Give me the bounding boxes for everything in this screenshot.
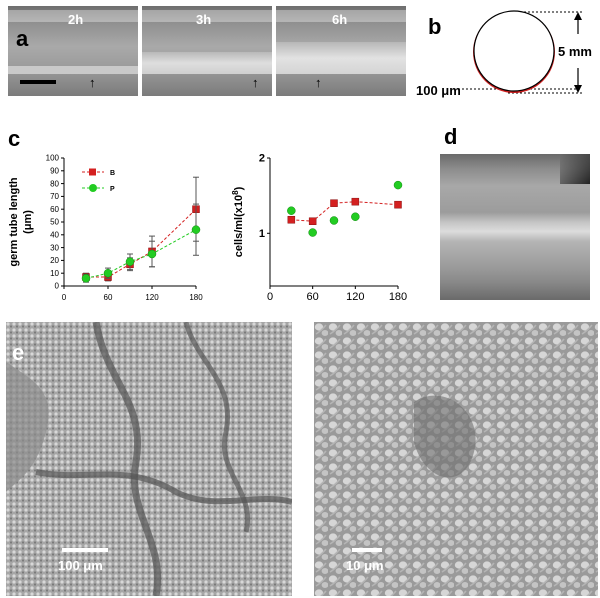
data-point-square: [287, 215, 296, 224]
panel-b-layer-label: 100 μm: [416, 83, 461, 98]
data-point-circle: [125, 257, 135, 266]
germ-tube-chart: 0 60 120 180 0 10 20 30 40 50 60 70 80 90 100 germ tube…: [8, 154, 203, 302]
panel-e-right-scale-label: 10 μm: [346, 558, 384, 573]
legend-marker: [89, 184, 97, 192]
x-tick-label: 120: [346, 291, 364, 303]
y-tick-label: 0: [55, 282, 60, 291]
panel-e-letter: e: [12, 340, 25, 365]
series-line: [86, 208, 197, 278]
arrow-up-icon: ↑: [89, 75, 96, 90]
panel-b-diagram: [458, 10, 582, 94]
y-tick-label: 50: [50, 218, 59, 227]
data-point-circle: [287, 206, 296, 215]
x-tick-label: 0: [267, 291, 273, 303]
panel-e-sem-right: [314, 322, 598, 596]
x-tick-label: 60: [307, 291, 319, 303]
x-tick-label: 180: [189, 293, 203, 302]
data-point-square: [351, 197, 360, 206]
y-axis-label: germ tube length (μm): [8, 177, 34, 267]
panel-e-right-scale-bar: [352, 548, 382, 552]
panel-c-letter: c: [8, 126, 21, 151]
data-point-square: [394, 200, 402, 209]
data-point-square: [330, 199, 338, 207]
y-tick-label: 2: [259, 153, 265, 165]
y-tick-label: 100: [46, 154, 60, 163]
panel-a-layer-6h: [276, 42, 406, 74]
legend-marker: [89, 168, 96, 176]
x-tick-label: 180: [389, 291, 407, 303]
x-tick-label: 120: [145, 293, 159, 302]
data-point-circle: [308, 228, 317, 237]
y-tick-label: 10: [50, 269, 59, 278]
y-axis-label: cells/ml(x108): [231, 186, 245, 257]
cells-per-ml-chart: 0 60 120 180 1 2 cells/ml(x108): [231, 153, 407, 303]
panel-a-layer-2h: [8, 66, 138, 74]
data-point-square: [308, 217, 317, 225]
panel-b-letter: b: [428, 14, 442, 39]
panel-e-sem-left: [6, 322, 292, 596]
y-tick-label: 90: [50, 166, 59, 175]
panel-d-letter: d: [444, 124, 458, 149]
y-tick-label: 80: [50, 179, 59, 188]
data-point-circle: [351, 212, 360, 221]
panel-b-dim-label: 5 mm: [558, 44, 592, 59]
y-tick-label: 1: [259, 228, 265, 240]
panel-a-layer-3h: [142, 52, 272, 74]
time-label-3h: 3h: [196, 12, 212, 27]
panel-d-dark-corner: [560, 154, 590, 184]
y-tick-label: 40: [50, 230, 59, 239]
panel-a-top-highlight: [8, 10, 406, 22]
panel-a-image-3h: [142, 6, 272, 96]
legend-label: B: [110, 170, 115, 177]
data-point-circle: [147, 249, 157, 259]
series-line: [291, 201, 399, 222]
x-tick-label: 0: [62, 293, 67, 302]
legend-label: P: [110, 186, 115, 193]
arrow-up-icon: ↑: [315, 75, 322, 90]
data-point-circle: [329, 216, 339, 225]
time-label-2h: 2h: [68, 12, 84, 27]
y-tick-label: 30: [50, 243, 59, 252]
y-tick-label: 70: [50, 192, 59, 201]
y-tick-label: 60: [50, 205, 59, 214]
series-line: [85, 229, 197, 279]
time-label-6h: 6h: [332, 12, 348, 27]
y-tick-label: 20: [50, 256, 59, 265]
x-tick-label: 60: [104, 293, 113, 302]
data-point-circle: [103, 268, 113, 278]
panel-e-left-scale-bar: [62, 548, 108, 552]
panel-a-letter: a: [16, 26, 29, 51]
data-point-circle: [81, 274, 91, 283]
panel-a-scale-bar: [20, 80, 56, 84]
arrow-up-icon: ↑: [252, 75, 259, 90]
data-point-circle: [393, 180, 403, 190]
panel-e-left-scale-label: 100 μm: [58, 558, 103, 573]
data-point-circle: [191, 225, 201, 234]
